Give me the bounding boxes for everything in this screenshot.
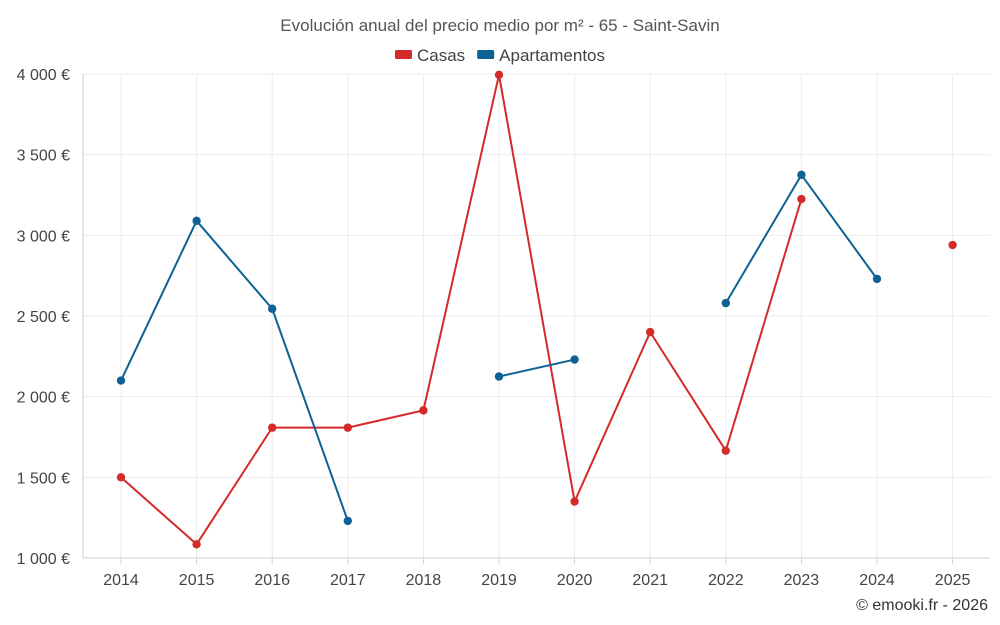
y-tick-label: 1 500 € (17, 470, 70, 487)
apartamentos-point (721, 298, 730, 308)
apartamentos-point (343, 516, 352, 526)
apartamentos-line-segment (724, 173, 803, 305)
casas-line-segment (498, 73, 576, 503)
casas-line-segment (120, 476, 198, 546)
chart-title: Evolución anual del precio medio por m² … (280, 16, 719, 35)
x-tick-label: 2015 (179, 572, 215, 589)
casas-point (797, 194, 806, 204)
axes: 1 000 € 1 500 € 2 000 € 2 500 € 3 000 € 3 500… (17, 67, 990, 589)
x-tick-label: 2022 (708, 572, 744, 589)
y-tick-label: 2 000 € (17, 390, 70, 407)
y-tick-label: 3 500 € (17, 148, 70, 165)
legend-swatch-apartamentos (477, 50, 495, 59)
apartamentos-point (494, 372, 504, 381)
x-tick-label: 2020 (557, 572, 593, 589)
legend-swatch-casas (394, 50, 412, 59)
y-tick-label: 2 500 € (17, 309, 70, 326)
casas-line-segment (422, 73, 500, 412)
x-tick-label: 2019 (481, 572, 517, 589)
apartamentos-line-segment (195, 219, 274, 310)
casas-line-segment (573, 331, 652, 503)
legend: Casas Apartamentos (394, 46, 605, 65)
casas-point (116, 473, 126, 482)
y-tick-label: 3 000 € (17, 228, 70, 245)
casas-point (192, 540, 201, 549)
x-tick-label: 2025 (935, 572, 971, 589)
credit-text: © emooki.fr - 2026 (856, 597, 988, 614)
casas-line-segment (195, 426, 274, 546)
x-tick-label: 2024 (859, 572, 895, 589)
grid (83, 73, 990, 558)
apartamentos-line-segment (271, 307, 349, 522)
apartamentos-line-segment (498, 358, 576, 378)
apartamentos-line-segment (120, 219, 198, 382)
apartamentos-point (872, 274, 882, 284)
casas-line-segment (649, 331, 727, 452)
x-tick-label: 2017 (330, 572, 366, 589)
series-layer (116, 70, 957, 549)
casas-point (948, 240, 957, 250)
casas-point (570, 497, 579, 506)
casas-point (494, 70, 504, 80)
apartamentos-point (116, 376, 126, 385)
casas-point (646, 327, 655, 337)
casas-point (721, 446, 730, 455)
casas-point (268, 423, 277, 432)
series-casas (116, 70, 957, 549)
y-tick-label: 1 000 € (17, 551, 70, 568)
casas-line-segment (724, 198, 803, 452)
casas-line-segment (346, 409, 425, 429)
apartamentos-point (268, 304, 277, 313)
x-tick-label: 2018 (406, 572, 442, 589)
apartamentos-point (797, 170, 806, 180)
apartamentos-line-segment (800, 173, 878, 280)
apartamentos-point (192, 216, 201, 226)
x-tick-label: 2023 (784, 572, 820, 589)
legend-label-casas[interactable]: Casas (417, 46, 465, 65)
y-tick-label: 4 000 € (17, 67, 70, 84)
apartamentos-point (570, 355, 579, 364)
x-tick-label: 2016 (254, 572, 290, 589)
series-apartamentos (116, 170, 882, 526)
casas-point (343, 423, 352, 432)
x-tick-label: 2021 (632, 572, 668, 589)
casas-point (419, 406, 428, 415)
x-tick-label: 2014 (103, 572, 139, 589)
legend-label-apartamentos[interactable]: Apartamentos (499, 46, 605, 65)
